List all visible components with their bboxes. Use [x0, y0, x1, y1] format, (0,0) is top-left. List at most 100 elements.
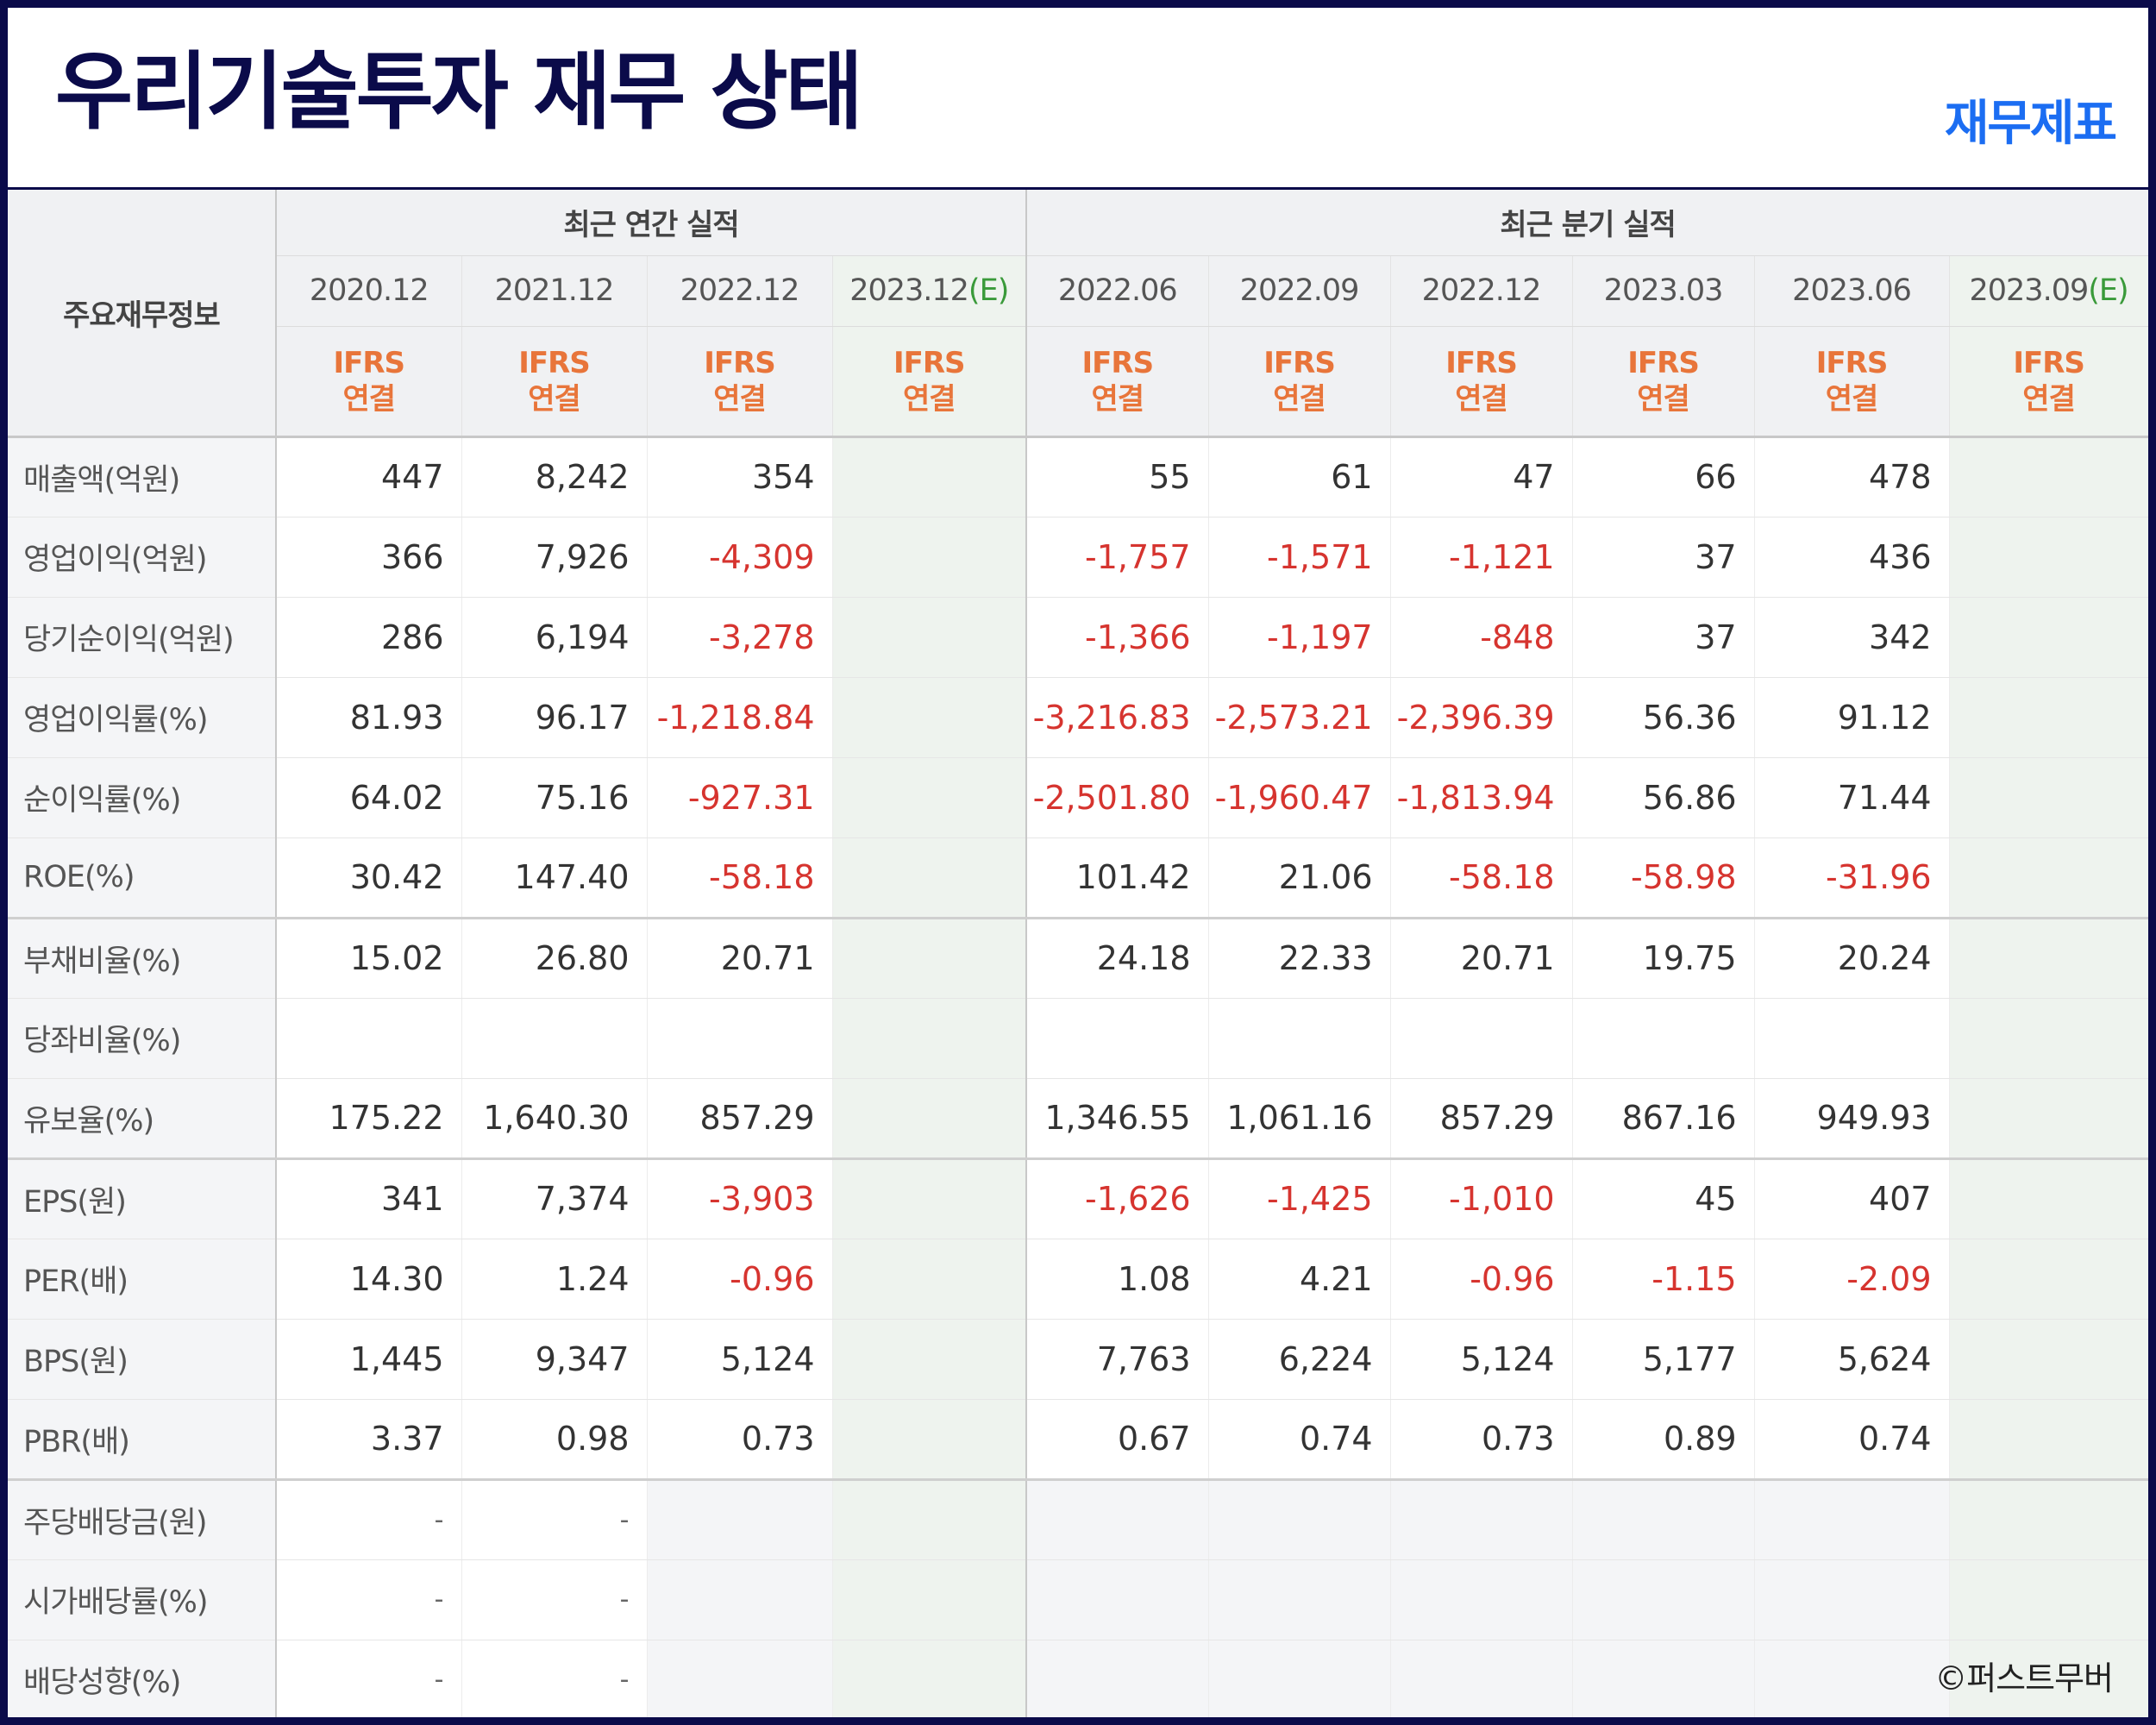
- group-header-quarterly: 최근 분기 실적: [1026, 190, 2148, 256]
- row-label: 당좌비율(%): [8, 998, 277, 1079]
- table-cell: [1026, 1559, 1209, 1640]
- ifrs-label: IFRS: [1263, 345, 1336, 380]
- table-cell: [1572, 1559, 1755, 1640]
- table-cell: 6,224: [1208, 1319, 1391, 1400]
- consolidated-label: 연결: [1637, 381, 1690, 417]
- table-cell: -3,903: [647, 1158, 833, 1239]
- table-cell: -: [461, 1479, 648, 1560]
- period-label: 2023.09: [1969, 273, 2090, 308]
- period-header: 2023.03: [1572, 255, 1755, 327]
- table-cell: [1949, 677, 2148, 758]
- table-cell: 20.24: [1754, 918, 1950, 999]
- table-cell: -1,757: [1026, 517, 1209, 598]
- period-header: 2022.06: [1026, 255, 1209, 327]
- table-cell: 75.16: [461, 757, 648, 838]
- row-label: PBR(배): [8, 1399, 277, 1481]
- table-cell: [1026, 998, 1209, 1079]
- table-cell: [1208, 1559, 1391, 1640]
- table-cell: -1,626: [1026, 1158, 1209, 1239]
- table-cell: 0.89: [1572, 1399, 1755, 1481]
- table-cell: -2,396.39: [1390, 677, 1573, 758]
- table-cell: [276, 998, 462, 1079]
- table-cell: -: [461, 1640, 648, 1717]
- table-cell: 0.73: [647, 1399, 833, 1481]
- header: 우리기술투자 재무 상태 재무제표: [8, 8, 2148, 190]
- table-cell: -1,960.47: [1208, 757, 1391, 838]
- table-cell: 30.42: [276, 837, 462, 919]
- table-cell: 1,640.30: [461, 1078, 648, 1160]
- consolidated-label: 연결: [342, 381, 396, 417]
- table-cell: [832, 436, 1028, 518]
- table-cell: [1390, 1640, 1573, 1717]
- table-cell: 19.75: [1572, 918, 1755, 999]
- table-cell: [832, 677, 1028, 758]
- table-cell: [832, 1559, 1028, 1640]
- table-cell: [647, 1559, 833, 1640]
- ifrs-basis-header: IFRS 연결: [1026, 326, 1209, 438]
- table-cell: -2,573.21: [1208, 677, 1391, 758]
- table-cell: [832, 1158, 1028, 1239]
- ifrs-label: IFRS: [333, 345, 405, 380]
- table-row: PER(배) 14.30 1.24 -0.96 1.08 4.21 -0.96 -1.15 -2…: [8, 1239, 2148, 1320]
- period-label: 2022.12: [680, 273, 800, 308]
- ifrs-basis-header: IFRS 연결: [1208, 326, 1391, 438]
- period-label: 2023.03: [1603, 273, 1724, 308]
- consolidated-label: 연결: [1825, 381, 1879, 417]
- ifrs-basis-header: IFRS 연결: [647, 326, 833, 438]
- table-cell: [1949, 1158, 2148, 1239]
- group-header-annual: 최근 연간 실적: [276, 190, 1028, 256]
- table-cell: 0.74: [1754, 1399, 1950, 1481]
- ifrs-label: IFRS: [893, 345, 966, 380]
- table-cell: -0.96: [647, 1239, 833, 1320]
- table-cell: 0.67: [1026, 1399, 1209, 1481]
- table-cell: [1754, 998, 1950, 1079]
- period-header: 2022.09: [1208, 255, 1391, 327]
- table-cell: [832, 918, 1028, 999]
- period-label: 2021.12: [494, 273, 615, 308]
- row-label: 시가배당률(%): [8, 1559, 277, 1640]
- table-cell: -4,309: [647, 517, 833, 598]
- table-cell: -58.18: [1390, 837, 1573, 919]
- table-cell: [1754, 1559, 1950, 1640]
- corner-header: 주요재무정보: [8, 190, 277, 438]
- table-cell: 436: [1754, 517, 1950, 598]
- table-cell: [1208, 1479, 1391, 1560]
- table-cell: [832, 517, 1028, 598]
- table-cell: -1,197: [1208, 597, 1391, 678]
- table-cell: [1754, 1640, 1950, 1717]
- table-cell: 3.37: [276, 1399, 462, 1481]
- table-cell: [832, 1319, 1028, 1400]
- table-cell: 91.12: [1754, 677, 1950, 758]
- table-row: 매출액(억원) 447 8,242 354 55 61 47 66 478: [8, 436, 2148, 518]
- row-label: BPS(원): [8, 1319, 277, 1400]
- table-cell: -1,425: [1208, 1158, 1391, 1239]
- table-cell: 64.02: [276, 757, 462, 838]
- table-row: 유보율(%) 175.22 1,640.30 857.29 1,346.55 1,061.…: [8, 1078, 2148, 1160]
- table-cell: [647, 998, 833, 1079]
- table-cell: 61: [1208, 436, 1391, 518]
- table-cell: 26.80: [461, 918, 648, 999]
- table-row: EPS(원) 341 7,374 -3,903 -1,626 -1,425 -1,010 45…: [8, 1158, 2148, 1239]
- table-cell: [1949, 998, 2148, 1079]
- ifrs-basis-header: IFRS 연결: [1949, 326, 2148, 438]
- row-label: 주당배당금(원): [8, 1479, 277, 1560]
- ifrs-label: IFRS: [2013, 345, 2085, 380]
- table-cell: 20.71: [647, 918, 833, 999]
- table-cell: 407: [1754, 1158, 1950, 1239]
- table-cell: [1949, 517, 2148, 598]
- table-cell: 101.42: [1026, 837, 1209, 919]
- table-row: PBR(배) 3.37 0.98 0.73 0.67 0.74 0.73 0.89 0.74: [8, 1399, 2148, 1481]
- table-cell: 867.16: [1572, 1078, 1755, 1160]
- row-label: 배당성향(%): [8, 1640, 277, 1717]
- table-cell: 96.17: [461, 677, 648, 758]
- table-cell: 857.29: [1390, 1078, 1573, 1160]
- table-row: 영업이익률(%) 81.93 96.17 -1,218.84 -3,216.83 -2,5…: [8, 677, 2148, 758]
- ifrs-label: IFRS: [704, 345, 776, 380]
- ifrs-basis-header: IFRS 연결: [832, 326, 1028, 438]
- ifrs-label: IFRS: [1627, 345, 1700, 380]
- category-badge: 재무제표: [1944, 96, 2117, 152]
- table-cell: -3,216.83: [1026, 677, 1209, 758]
- table-cell: -1,366: [1026, 597, 1209, 678]
- table-row: 주당배당금(원) - -: [8, 1479, 2148, 1560]
- ifrs-label: IFRS: [1081, 345, 1155, 380]
